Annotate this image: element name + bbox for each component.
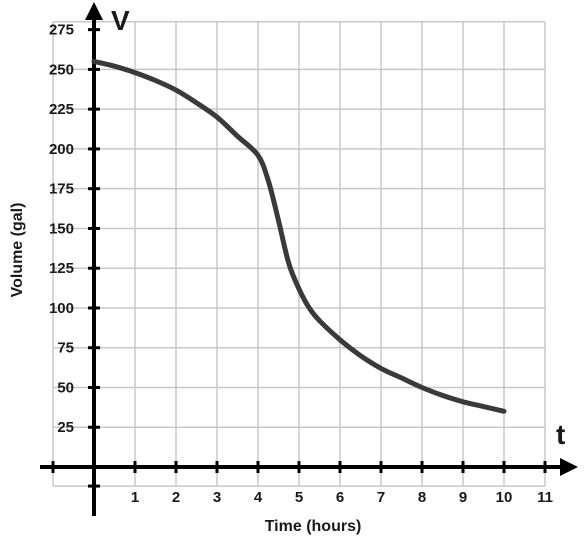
volume-curve — [91, 58, 507, 414]
x-tick-label: 8 — [418, 489, 426, 506]
y-tick-label: 75 — [57, 340, 74, 357]
y-tick-label: 250 — [49, 61, 74, 78]
x-axis-title: Time (hours) — [265, 518, 362, 535]
x-tick-label: 11 — [537, 489, 553, 506]
y-tick-label: 100 — [49, 300, 74, 317]
y-axis-title: Volume (gal) — [9, 203, 26, 298]
y-tick-label: 200 — [49, 141, 74, 158]
tick-labels: 1 2 3 4 5 6 7 8 9 10 11 25 50 75 100 125 150 175 200 225 250… — [49, 22, 553, 506]
y-tick-label: 25 — [57, 419, 74, 436]
y-tick-label: 150 — [49, 220, 74, 237]
y-tick-label: 175 — [49, 181, 74, 198]
x-tick-label: 1 — [131, 489, 139, 506]
y-tick-label: 275 — [49, 22, 74, 39]
x-axis-arrow-icon — [560, 458, 578, 476]
grid — [52, 20, 546, 487]
y-axis-letter: V — [111, 5, 130, 36]
x-tick-label: 10 — [496, 489, 513, 506]
x-tick-label: 2 — [172, 489, 180, 506]
x-axis-letter: t — [556, 419, 565, 450]
x-tick-label: 9 — [459, 489, 467, 506]
x-tick-label: 3 — [213, 489, 221, 506]
y-axis-arrow-icon — [85, 2, 103, 20]
x-tick-label: 4 — [254, 489, 263, 506]
x-tick-label: 6 — [336, 489, 344, 506]
x-tick-label: 7 — [377, 489, 385, 506]
data-series — [91, 58, 507, 414]
x-tick-label: 5 — [295, 489, 303, 506]
axes — [40, 2, 578, 516]
y-tick-label: 125 — [49, 260, 74, 277]
y-tick-label: 50 — [57, 379, 74, 396]
y-tick-label: 225 — [49, 101, 74, 118]
